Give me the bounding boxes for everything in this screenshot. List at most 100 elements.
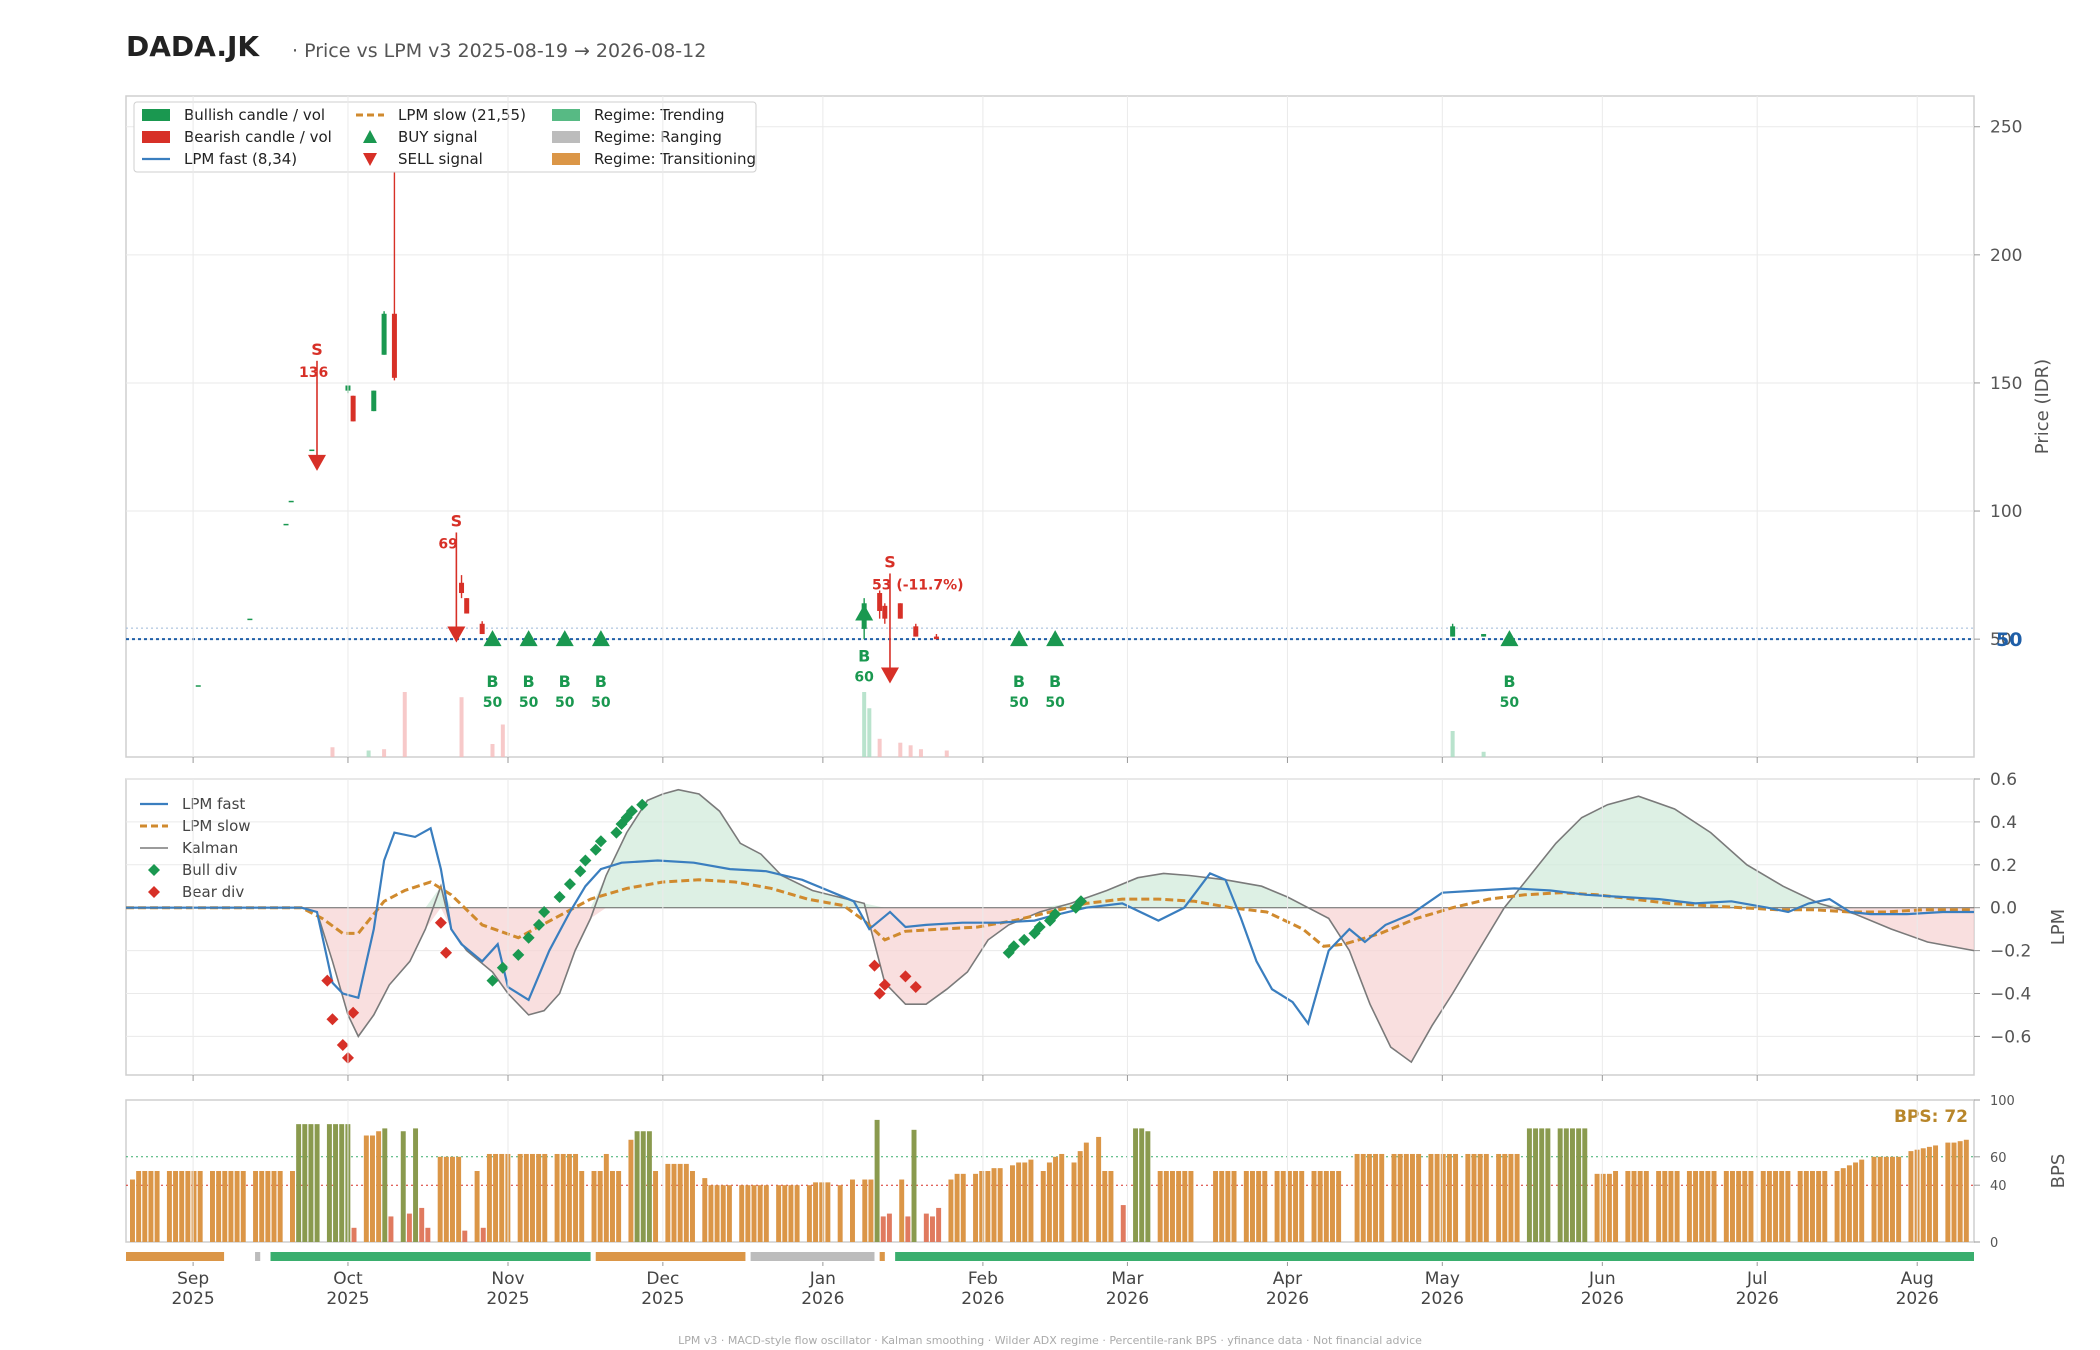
bps-bar (265, 1171, 271, 1242)
lpm-legend-label: LPM slow (182, 817, 251, 835)
bps-bar (1926, 1146, 1932, 1242)
x-tick-year: 2026 (961, 1289, 1004, 1309)
bps-bar (1853, 1162, 1859, 1242)
buy-signal-label: B (1049, 672, 1061, 691)
bps-bar (702, 1178, 708, 1242)
bps-bar (1028, 1159, 1034, 1242)
bull-div-marker (625, 805, 638, 818)
bps-bar (1410, 1153, 1415, 1242)
legend-swatch-trending (552, 109, 580, 121)
bps-bar (1416, 1153, 1422, 1242)
buy-signal-label: B (1503, 672, 1515, 691)
bps-bar (1446, 1153, 1452, 1242)
buy-signal-marker (519, 630, 538, 647)
regime-segment (270, 1252, 591, 1261)
bps-bar (819, 1182, 825, 1242)
bps-bar (1662, 1171, 1668, 1242)
bps-bar (1379, 1153, 1385, 1242)
bps-bar (683, 1163, 689, 1242)
price-legend-label: SELL signal (398, 150, 483, 168)
bps-bar (1120, 1205, 1126, 1242)
bps-bar (1188, 1171, 1194, 1242)
bull-div-marker (594, 835, 607, 848)
bps-bar (1877, 1156, 1883, 1242)
bps-bar (1403, 1153, 1409, 1242)
bps-bar (1016, 1162, 1022, 1242)
bps-bar (1022, 1162, 1028, 1242)
bps-bar (1723, 1171, 1729, 1242)
bps-bar (628, 1139, 634, 1242)
bps-bar (653, 1171, 659, 1242)
bps-bar (850, 1179, 855, 1242)
bps-bar (1533, 1128, 1539, 1242)
bps-bar (1613, 1171, 1619, 1242)
regime-segment (126, 1252, 225, 1261)
bps-bar (1059, 1153, 1065, 1242)
bps-bar (1742, 1171, 1748, 1242)
bps-bar (1508, 1153, 1514, 1242)
bps-bar (1213, 1171, 1219, 1242)
volume-bar (1450, 731, 1455, 757)
bps-bar (1046, 1162, 1052, 1242)
bps-bar (1157, 1171, 1163, 1242)
bull-div-marker (1033, 921, 1046, 933)
bps-bar (1576, 1128, 1582, 1242)
candle-body (882, 605, 888, 619)
bps-bar (597, 1171, 603, 1242)
bps-bar (646, 1131, 652, 1242)
bps-bar (1170, 1171, 1175, 1242)
bps-bar (1477, 1153, 1483, 1242)
bps-bar (493, 1153, 499, 1242)
bear-div-marker (347, 1006, 360, 1019)
bull-div-marker (579, 854, 592, 867)
bear-div-marker (909, 981, 922, 994)
bps-bar (326, 1124, 332, 1242)
volume-bar (867, 708, 872, 757)
bps-bar (708, 1185, 714, 1242)
bps-bar (806, 1185, 812, 1242)
bps-bar (813, 1182, 819, 1242)
bps-bar (560, 1153, 566, 1242)
bull-div-marker (486, 974, 499, 987)
legend-swatch-sell (363, 153, 377, 166)
bear-div-marker (878, 978, 891, 991)
buy-signal-label: B (486, 672, 498, 691)
bps-bar (419, 1207, 425, 1242)
bps-bar (179, 1171, 185, 1242)
candle-body (350, 395, 356, 422)
candle-body (1450, 626, 1456, 637)
bull-div-marker (1018, 933, 1031, 946)
x-tick-month: Jul (1746, 1269, 1768, 1289)
bps-bar (1951, 1142, 1957, 1242)
bps-bar (985, 1171, 991, 1242)
bull-div-marker (1074, 895, 1087, 908)
x-tick-month: Dec (646, 1269, 679, 1289)
regime-segment (879, 1252, 885, 1261)
lpm-legend-swatch-bear-div (148, 886, 160, 898)
x-tick-year: 2026 (1896, 1289, 1939, 1309)
candle-body (464, 598, 470, 614)
bps-bar (290, 1171, 295, 1242)
x-tick-month: Sep (177, 1269, 209, 1289)
bps-bar (579, 1171, 585, 1242)
bps-bar (173, 1171, 179, 1242)
bps-bar (1631, 1171, 1637, 1242)
bps-bar (1816, 1171, 1822, 1242)
bps-bar (911, 1129, 917, 1242)
bps-panel: 0 40 60 100 BPS BPS: 72 (125, 1094, 2069, 1261)
bps-bar (1053, 1156, 1059, 1242)
bps-bar (1908, 1151, 1914, 1242)
bps-tick-label: 100 (1990, 1094, 2015, 1109)
bps-bar (1625, 1171, 1631, 1242)
buy-signal-marker (555, 630, 574, 647)
bps-bar (1274, 1171, 1280, 1242)
ticker-title: DADA.JK (126, 30, 260, 63)
x-tick-year: 2025 (641, 1289, 684, 1309)
bps-bar (1785, 1171, 1791, 1242)
bull-div-marker (532, 918, 545, 931)
buy-signal-price: 50 (1045, 695, 1065, 711)
lpm-legend-swatch-bull-div (148, 864, 160, 876)
x-tick-month: Oct (333, 1269, 363, 1289)
bps-bar (308, 1124, 314, 1242)
